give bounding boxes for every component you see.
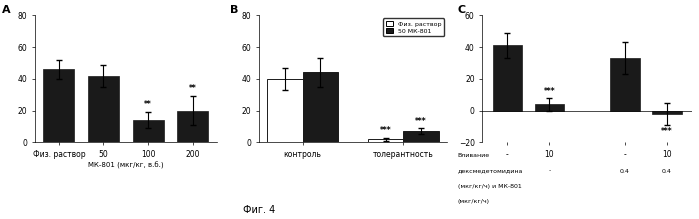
Bar — [303, 72, 338, 142]
Bar — [493, 46, 522, 111]
Text: ***: *** — [380, 126, 391, 135]
Text: ***: *** — [661, 127, 672, 136]
Bar — [368, 139, 403, 142]
Text: **: ** — [189, 84, 196, 93]
Text: C: C — [457, 5, 466, 15]
Text: (мкг/кг/ч): (мкг/кг/ч) — [458, 199, 490, 204]
Bar — [133, 120, 164, 142]
Text: ***: *** — [415, 117, 427, 126]
Text: ***: *** — [544, 87, 555, 95]
Legend: Физ. раствор, 50 МК-801: Физ. раствор, 50 МК-801 — [383, 18, 445, 36]
Bar — [177, 111, 208, 142]
Bar — [88, 76, 119, 142]
Text: Вливание: Вливание — [458, 153, 490, 158]
Bar — [403, 131, 439, 142]
Bar — [535, 104, 564, 111]
Text: **: ** — [144, 100, 152, 109]
Text: B: B — [230, 5, 238, 15]
Text: (мкг/кг/ч) и МК-801: (мкг/кг/ч) и МК-801 — [458, 184, 521, 189]
Bar — [267, 79, 303, 142]
Text: Фиг. 4: Фиг. 4 — [243, 205, 275, 215]
Bar — [610, 58, 640, 111]
Text: A: A — [2, 5, 11, 15]
Bar — [652, 111, 682, 114]
Text: -: - — [506, 169, 509, 174]
X-axis label: МК-801 (мкг/кг, в.б.): МК-801 (мкг/кг, в.б.) — [88, 162, 164, 169]
Text: дексмедетомидина: дексмедетомидина — [458, 169, 524, 174]
Text: 0.4: 0.4 — [620, 169, 630, 174]
Text: 0.4: 0.4 — [662, 169, 672, 174]
Bar — [43, 69, 75, 142]
Text: -: - — [548, 169, 551, 174]
